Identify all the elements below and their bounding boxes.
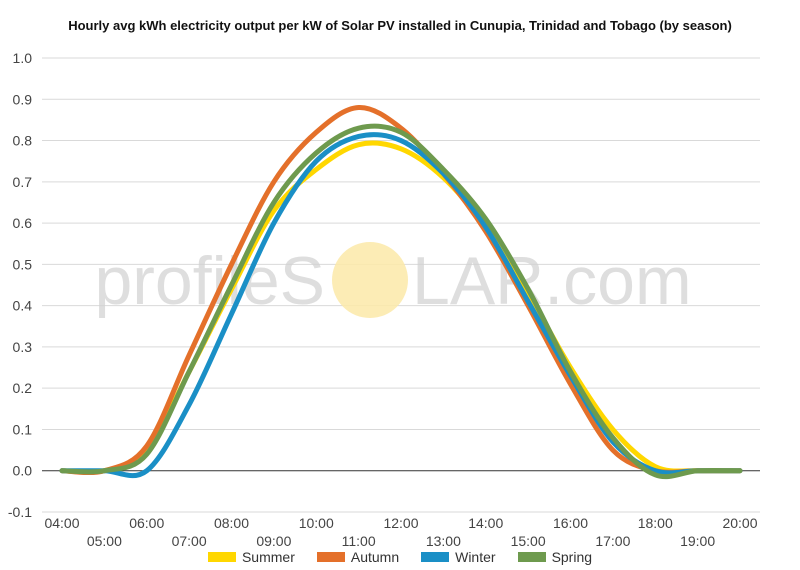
legend-swatch (421, 552, 450, 562)
y-tick-label: 0.1 (13, 421, 33, 437)
x-tick-label: 16:00 (553, 515, 588, 531)
legend-item-summer[interactable]: Summer (207, 549, 295, 565)
y-tick-label: 0.2 (13, 380, 33, 396)
x-tick-label: 07:00 (172, 533, 207, 549)
legend-swatch (316, 552, 345, 562)
x-tick-label: 09:00 (256, 533, 291, 549)
legend-swatch (517, 552, 546, 562)
legend-item-spring[interactable]: Spring (517, 549, 593, 565)
x-tick-label: 08:00 (214, 515, 249, 531)
x-tick-label: 04:00 (44, 515, 79, 531)
x-tick-label: 12:00 (383, 515, 418, 531)
chart-title: Hourly avg kWh electricity output per kW… (68, 18, 732, 33)
watermark: profileS LAR.com (94, 242, 692, 319)
legend-label: Autumn (350, 549, 400, 565)
watermark-text-right: LAR.com (412, 243, 692, 319)
y-tick-label: 0.3 (13, 339, 33, 355)
x-tick-label: 15:00 (511, 533, 546, 549)
x-tick-label: 10:00 (299, 515, 334, 531)
watermark-sun (332, 242, 408, 318)
x-tick-label: 18:00 (638, 515, 673, 531)
x-tick-label: 17:00 (595, 533, 630, 549)
x-tick-label: 14:00 (468, 515, 503, 531)
y-tick-label: 0.7 (13, 174, 33, 190)
x-tick-label: 19:00 (680, 533, 715, 549)
series-line-spring (59, 123, 743, 480)
y-tick-label: 0.5 (13, 256, 33, 272)
legend-label: Summer (241, 549, 295, 565)
y-tick-label: 0.6 (13, 215, 33, 231)
y-tick-label: 0.8 (13, 133, 33, 149)
legend-item-autumn[interactable]: Autumn (316, 549, 400, 565)
y-tick-label: 0.9 (13, 91, 33, 107)
x-tick-label: 05:00 (87, 533, 122, 549)
x-tick-label: 06:00 (129, 515, 164, 531)
legend-swatch (207, 552, 236, 562)
chart-legend: Summer Autumn Winter Spring (0, 549, 800, 565)
x-tick-label: 20:00 (722, 515, 757, 531)
series-line-winter (59, 132, 743, 479)
y-tick-label: 0.0 (13, 463, 33, 479)
x-tick-label: 13:00 (426, 533, 461, 549)
legend-label: Spring (551, 549, 593, 565)
y-tick-label: 1.0 (13, 50, 33, 66)
legend-label: Winter (455, 549, 496, 565)
x-tick-label: 11:00 (342, 533, 376, 549)
y-tick-label: 0.4 (13, 298, 33, 314)
y-tick-label: -0.1 (8, 504, 32, 520)
legend-item-winter[interactable]: Winter (421, 549, 496, 565)
series-line-autumn (59, 105, 743, 476)
